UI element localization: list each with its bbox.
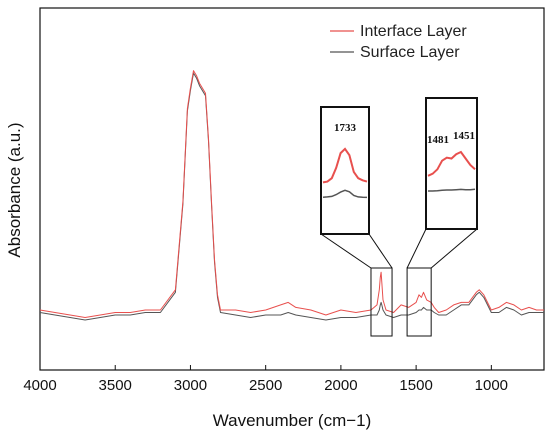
x-tick-label: 1500	[399, 377, 432, 394]
plot-frame	[39, 7, 545, 371]
zoom-connector	[368, 233, 393, 269]
inset-line-surface	[428, 188, 476, 192]
inset-group: 1733 1481 1451	[320, 97, 478, 235]
inset-line-surface	[322, 189, 368, 199]
legend-label-surface: Surface Layer	[360, 44, 460, 61]
x-axis-title: Wavenumber (cm−1)	[213, 411, 372, 430]
y-axis-title: Absorbance (a.u.)	[5, 122, 24, 257]
zoom-connector	[430, 228, 478, 269]
x-tick-label: 3000	[174, 377, 207, 394]
zoom-box-2	[406, 267, 432, 337]
x-tick-label: 2000	[324, 377, 357, 394]
inset-frame-1	[320, 106, 370, 235]
inset-peak-label: 1451	[453, 130, 475, 142]
plot-area	[39, 7, 545, 371]
zoom-connector	[406, 228, 427, 269]
zoom-regions	[320, 228, 478, 337]
inset-line-interface	[322, 147, 368, 184]
x-tick-label: 2500	[249, 377, 282, 394]
legend-label-interface: Interface Layer	[360, 23, 467, 40]
legend: Interface Layer Surface Layer	[330, 23, 467, 61]
x-tick-label: 4000	[23, 377, 56, 394]
zoom-box-1	[370, 267, 393, 337]
x-tick-label: 1000	[475, 377, 508, 394]
x-tick-label: 3500	[99, 377, 132, 394]
inset-peak-label: 1733	[334, 122, 357, 134]
x-axis-ticks: 4000 3500 3000 2500 2000 1500 1000	[23, 365, 508, 394]
inset-line-interface	[427, 150, 476, 177]
zoom-connector	[320, 233, 372, 269]
inset-peak-label: 1481	[427, 134, 449, 146]
